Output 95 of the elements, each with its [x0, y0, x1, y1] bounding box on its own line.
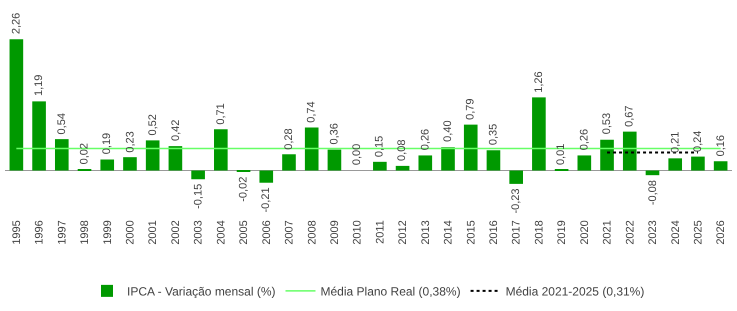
- data-label: 0,79: [464, 98, 477, 120]
- x-tick-label: 2006: [260, 220, 273, 245]
- data-label: 0,21: [669, 132, 682, 154]
- bar: [646, 170, 660, 176]
- legend-label: Média 2021-2025 (0,31%): [506, 284, 644, 299]
- legend-label: IPCA - Variação mensal (%): [127, 284, 276, 299]
- data-label: 0,71: [215, 103, 228, 125]
- data-label: 1,19: [33, 74, 46, 96]
- x-tick-label: 1998: [79, 220, 92, 245]
- bar: [146, 140, 160, 171]
- x-tick-label: 2024: [670, 220, 682, 245]
- x-tick-label: 2017: [510, 220, 523, 245]
- bar: [418, 155, 432, 171]
- bar: [600, 140, 614, 171]
- data-label: 0,52: [146, 114, 159, 136]
- data-label: 0,24: [692, 130, 704, 152]
- x-tick-label: 2003: [192, 220, 205, 245]
- data-label: -0,21: [260, 187, 272, 212]
- bar: [259, 170, 274, 183]
- bar: [123, 157, 137, 171]
- bar: [191, 170, 205, 180]
- data-label: 0,00: [351, 144, 364, 166]
- data-label: 0,53: [600, 112, 613, 134]
- x-tick-label: 1996: [34, 220, 46, 245]
- x-tick-label: 2007: [284, 220, 296, 245]
- bar: [396, 166, 410, 171]
- bar: [578, 155, 592, 171]
- x-tick-label: 2002: [170, 220, 182, 245]
- bar: [714, 161, 728, 171]
- x-tick-label: 2010: [352, 220, 364, 245]
- x-tick-label: 2001: [147, 220, 160, 245]
- bar: [441, 147, 455, 171]
- data-label: -0,08: [646, 180, 659, 206]
- bar: [373, 162, 387, 171]
- x-tick-label: 2011: [374, 220, 386, 244]
- bar: [10, 39, 24, 171]
- x-tick-label: 2014: [442, 220, 455, 245]
- x-tick-label: 2025: [692, 220, 704, 245]
- x-tick-label: 2020: [578, 220, 591, 245]
- x-tick-label: 2008: [306, 220, 318, 245]
- bar: [214, 129, 228, 171]
- x-tick-label: 2018: [533, 220, 546, 245]
- x-tick-label: 1997: [56, 220, 68, 245]
- x-tick-label: 2009: [328, 220, 341, 245]
- x-tick-label: 2013: [420, 220, 432, 245]
- bar: [532, 97, 546, 171]
- data-label: 0,28: [283, 128, 296, 150]
- x-tick-label: 2004: [215, 220, 228, 245]
- bar: [691, 156, 705, 171]
- data-label: 0,74: [306, 101, 318, 123]
- data-label: 0,26: [578, 128, 590, 150]
- data-label: 0,42: [170, 120, 182, 142]
- data-label: 0,02: [78, 142, 91, 164]
- data-label: 0,15: [374, 136, 386, 158]
- x-tick-label: 2005: [238, 220, 250, 245]
- bar: [168, 146, 182, 171]
- data-label: 1,26: [533, 71, 546, 93]
- x-tick-label: 2026: [715, 220, 728, 245]
- x-tick-label: 2015: [465, 220, 478, 245]
- bar: [622, 132, 637, 171]
- bar: [486, 150, 500, 171]
- data-label: 0,01: [555, 144, 568, 166]
- x-tick-label: 2000: [124, 220, 137, 245]
- bar: [464, 124, 478, 171]
- x-tick-label: 2021: [602, 220, 614, 245]
- data-label: 0,08: [396, 140, 408, 161]
- data-label: 2,26: [10, 12, 23, 34]
- bar: [282, 154, 296, 171]
- data-label: 0,23: [124, 131, 136, 153]
- data-label: 0,16: [714, 134, 727, 156]
- bar: [509, 170, 523, 184]
- legend-label: Média Plano Real (0,38%): [320, 284, 461, 299]
- x-tick-label: 2016: [488, 220, 500, 245]
- x-tick-label: 2019: [556, 220, 568, 245]
- data-label: 0,67: [624, 105, 636, 127]
- x-tick-label: 1999: [102, 220, 114, 245]
- data-label: -0,15: [192, 184, 204, 209]
- bar: [54, 139, 69, 171]
- bar: [668, 158, 682, 171]
- x-tick-label: 2023: [647, 220, 660, 245]
- bar: [328, 150, 342, 171]
- data-label: 0,40: [442, 120, 454, 142]
- bar: [304, 128, 319, 171]
- data-label: 0,35: [488, 124, 500, 146]
- data-label: -0,23: [510, 188, 522, 214]
- bar: [100, 160, 114, 171]
- data-label: 0,19: [101, 132, 114, 154]
- x-tick-label: 2022: [624, 220, 636, 245]
- data-label: 0,54: [56, 113, 68, 134]
- data-label: 0,26: [419, 128, 432, 150]
- bar: [32, 101, 46, 171]
- x-tick-label: 1995: [10, 220, 23, 245]
- data-label: 0,36: [328, 123, 340, 145]
- x-tick-label: 2012: [397, 220, 410, 245]
- data-label: -0,02: [237, 176, 250, 202]
